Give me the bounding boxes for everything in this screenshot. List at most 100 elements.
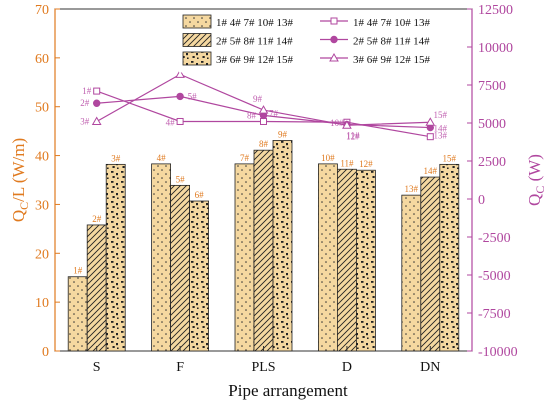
x-tick-label: S [93, 360, 101, 375]
left-tick-label: 20 [35, 247, 49, 262]
point-label: 11# [346, 131, 360, 141]
legend-label: 3# 6# 9# 12# 15# [216, 54, 294, 66]
bar-label: 4# [157, 153, 167, 163]
bar-label: 9# [278, 129, 288, 139]
bar-label: 1# [73, 266, 83, 276]
right-axis-title: QC (W) [525, 154, 547, 206]
bar-label: 3# [111, 153, 121, 163]
lines-group: 1#4#7#10#13#2#5#8#11#14#3#6#9#12#15# [80, 62, 447, 141]
legend-marker [330, 17, 338, 25]
x-axis-title: Pipe arrangement [228, 381, 348, 400]
right-tick-label: 10000 [478, 41, 513, 56]
bar-label: 6# [195, 190, 205, 200]
series-marker [91, 116, 102, 125]
right-tick-label: 5000 [478, 117, 506, 132]
left-axis-title-main: Q [9, 210, 28, 222]
series-marker [93, 87, 101, 95]
point-label: 1# [82, 86, 92, 96]
bars-group: 1# 4# 7# 10# 13# 2# 5# 8# 11# 14# 3# 6# 9# 12# 15# [67, 129, 460, 352]
bar [355, 169, 376, 352]
point-label: 4# [166, 117, 176, 127]
left-axis-title-sub: C [17, 202, 31, 210]
bar-label: 8# [259, 139, 269, 149]
right-tick-label: -5000 [478, 269, 511, 284]
legend-bar-swatch [182, 14, 212, 29]
bar [272, 140, 293, 352]
left-tick-label: 40 [35, 150, 49, 165]
bar [317, 163, 338, 352]
bar [439, 163, 460, 352]
legend-label: 1# 4# 7# 10# 13# [216, 17, 294, 29]
point-label: 15# [434, 110, 448, 120]
legend-marker [330, 35, 338, 44]
bar-label: 2# [92, 214, 102, 224]
legend-marker [329, 52, 339, 62]
series-marker [258, 105, 269, 114]
left-tick-label: 70 [35, 3, 49, 18]
bar [105, 163, 126, 352]
left-tick-label: 30 [35, 198, 49, 213]
series-marker [260, 117, 267, 125]
legend-bar-swatch [182, 33, 212, 47]
left-axis-title: QC/L (W/m) [9, 138, 31, 222]
right-axis-title-sub: C [533, 186, 547, 194]
point-label: 5# [188, 91, 198, 101]
legend-label: 3# 6# 9# 12# 15# [353, 54, 431, 66]
right-tick-label: -2500 [478, 231, 511, 246]
bar [253, 149, 274, 352]
bar [151, 163, 172, 352]
bar [401, 194, 422, 352]
series-marker [176, 117, 184, 125]
series-marker [426, 133, 434, 141]
bar [189, 200, 210, 352]
legend: 1# 4# 7# 10# 13# 2# 5# 8# 11# 14# 3# 6# 9#… [179, 11, 465, 73]
series-marker [93, 99, 101, 107]
right-axis-title-main: Q [525, 194, 544, 206]
bar-label: 12# [359, 159, 373, 169]
series-marker [175, 69, 185, 78]
point-label: 7# [269, 108, 279, 118]
right-tick-label: -10000 [478, 345, 518, 360]
left-axis-title-rest: /L (W/m) [9, 138, 28, 202]
bar-label: 14# [424, 166, 438, 176]
left-tick-label: 60 [35, 52, 49, 67]
point-label: 9# [253, 94, 263, 104]
series-marker [425, 117, 436, 126]
bar [86, 224, 107, 352]
x-tick-label: D [342, 360, 352, 375]
point-label: 12# [346, 131, 360, 141]
left-tick-label: 10 [35, 296, 49, 311]
bar [234, 163, 255, 352]
bar-label: 10# [321, 153, 335, 163]
bar [336, 168, 357, 352]
right-tick-label: 12500 [478, 3, 513, 18]
bar [67, 276, 88, 352]
right-tick-label: -7500 [478, 307, 511, 322]
bar [420, 176, 441, 352]
right-axis-title-rest: (W) [525, 154, 544, 186]
ticks-group: 0 10 20 30 40 50 60 70 -10000 -7500 -5000 -2500 0 250… [35, 3, 518, 375]
point-label: 3# [80, 116, 90, 126]
right-tick-label: 7500 [478, 79, 506, 94]
legend-label: 2# 5# 8# 11# 14# [216, 36, 293, 48]
legend-label: 2# 5# 8# 11# 14# [353, 36, 430, 48]
point-label: 14# [434, 124, 448, 134]
right-tick-label: 2500 [478, 155, 506, 170]
x-tick-label: DN [420, 360, 440, 375]
left-tick-label: 0 [42, 345, 49, 360]
point-label: 8# [247, 110, 257, 120]
series-marker [342, 120, 352, 129]
point-label: 13# [434, 131, 448, 141]
right-tick-label: 0 [478, 193, 485, 208]
bar [170, 184, 191, 352]
bar-label: 15# [443, 153, 457, 163]
x-tick-label: F [176, 360, 184, 375]
series-marker [176, 92, 184, 101]
bar-label: 7# [240, 153, 250, 163]
x-tick-label: PLS [251, 360, 275, 375]
bar-label: 13# [405, 184, 419, 194]
bar-label: 5# [176, 174, 186, 184]
legend-bar-swatch [182, 51, 212, 66]
